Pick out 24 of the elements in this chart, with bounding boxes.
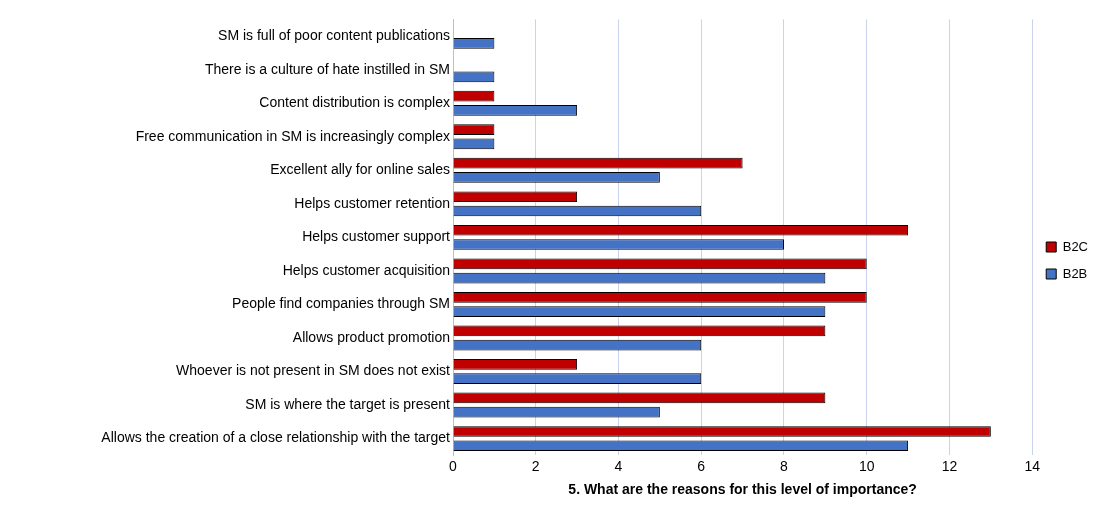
- legend-label: B2B: [1062, 265, 1088, 281]
- x-tick-label: 8: [780, 457, 789, 474]
- legend-label: B2C: [1062, 238, 1089, 254]
- y-tick-label: Whoever is not present in SM does not exist: [176, 362, 451, 379]
- y-tick-label: Helps customer support: [302, 228, 451, 245]
- x-tick-label: 6: [697, 457, 706, 474]
- y-tick-label: Content distribution is complex: [259, 94, 450, 111]
- x-tick-label: 2: [531, 457, 540, 474]
- x-tick-label: 10: [858, 457, 875, 474]
- y-tick-label: Allows the creation of a close relationship with the target: [101, 429, 451, 446]
- y-tick-label: Helps customer acquisition: [282, 261, 450, 278]
- y-tick-label: Free communication in SM is increasingly complex: [135, 127, 450, 144]
- y-tick-label: SM is full of poor content publications: [218, 27, 450, 44]
- x-tick-label: 4: [614, 457, 623, 474]
- y-tick-label: Allows product promotion: [292, 328, 450, 345]
- x-tick-label: 14: [1024, 457, 1041, 474]
- y-tick-label: There is a culture of hate instilled in SM: [204, 60, 450, 77]
- x-axis-title: 5. What are the reasons for this level of importance?: [568, 481, 917, 498]
- y-tick-label: Excellent ally for online sales: [270, 161, 450, 178]
- x-tick-label: 0: [449, 457, 458, 474]
- y-tick-label: Helps customer retention: [294, 194, 450, 211]
- y-tick-label: SM is where the target is present: [245, 395, 451, 412]
- x-tick-label: 12: [941, 457, 958, 474]
- y-tick-label: People find companies through SM: [232, 295, 450, 312]
